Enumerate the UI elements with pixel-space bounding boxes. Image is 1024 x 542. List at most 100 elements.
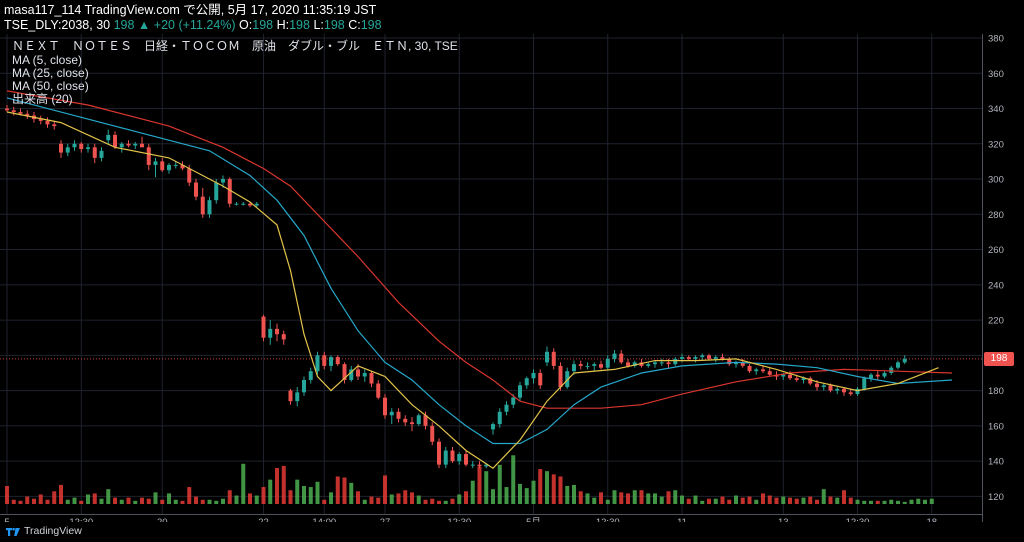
candle-body xyxy=(545,351,549,363)
candle-body xyxy=(869,374,873,379)
candle-body xyxy=(653,362,657,365)
volume-bar xyxy=(659,496,664,504)
candle-body xyxy=(335,357,340,365)
volume-bar xyxy=(599,492,603,504)
volume-bar xyxy=(686,498,691,504)
candle-body xyxy=(342,364,347,381)
candle-body xyxy=(599,364,603,368)
volume-bar xyxy=(288,490,293,504)
volume-bar xyxy=(194,496,198,504)
volume-bar xyxy=(25,496,30,504)
volume-bar xyxy=(896,500,900,504)
candle-body xyxy=(322,355,327,366)
volume-bar xyxy=(369,496,374,504)
close-label: C: xyxy=(348,18,361,32)
volume-bar xyxy=(538,469,543,504)
candle-body xyxy=(227,179,232,204)
candle-body xyxy=(740,362,745,366)
candle-body xyxy=(626,362,630,366)
candle-body xyxy=(572,364,576,372)
volume-bar xyxy=(410,492,414,504)
legend-ma5[interactable]: MA (5, close) xyxy=(12,53,83,67)
volume-bar xyxy=(828,496,833,504)
candle-body xyxy=(241,203,246,205)
volume-bar xyxy=(72,497,77,504)
legend-ma50[interactable]: MA (50, close) xyxy=(12,79,89,93)
candle-body xyxy=(430,425,435,442)
candle-body xyxy=(113,134,117,148)
volume-bar xyxy=(349,482,354,504)
volume-bar xyxy=(92,493,97,504)
candle-body xyxy=(288,390,293,402)
candle-body xyxy=(464,454,468,465)
volume-bar xyxy=(504,487,509,504)
candle-body xyxy=(86,147,90,150)
legend-ma25[interactable]: MA (25, close) xyxy=(12,66,89,80)
time-tick-label: 20 xyxy=(157,517,168,524)
candle-body xyxy=(882,372,887,377)
ma25-line xyxy=(6,97,953,445)
volume-bar xyxy=(227,490,232,504)
candle-body xyxy=(734,362,738,365)
candle-body xyxy=(511,397,516,405)
volume-bar xyxy=(700,500,705,504)
candle-body xyxy=(308,371,313,381)
time-tick-label: 13 xyxy=(778,517,789,524)
volume-bar xyxy=(632,490,637,504)
candle-body xyxy=(686,357,691,359)
price-tick-label: 260 xyxy=(988,245,1004,256)
candle-body xyxy=(491,424,495,430)
volume-bar xyxy=(470,480,475,504)
candle-body xyxy=(632,362,637,366)
volume-bar xyxy=(518,483,522,504)
volume-bar xyxy=(720,496,725,504)
volume-bar xyxy=(18,500,23,504)
candle-body xyxy=(835,388,840,391)
price-tick-label: 280 xyxy=(988,210,1004,221)
candle-body xyxy=(855,388,860,395)
chart-area[interactable]: 1201401601802002202402602803003203403603… xyxy=(0,34,1024,524)
time-tick-label: 18 xyxy=(926,517,937,524)
price-tick-label: 160 xyxy=(988,421,1004,432)
candle-body xyxy=(376,383,381,398)
candle-body xyxy=(781,374,786,377)
candle-body xyxy=(821,385,826,388)
candle-body xyxy=(538,372,543,386)
volume-bar xyxy=(173,499,178,504)
volume-bar xyxy=(450,498,455,504)
candle-body xyxy=(875,374,880,377)
volume-bar xyxy=(146,498,151,504)
volume-bar xyxy=(693,495,698,504)
candle-body xyxy=(126,143,131,146)
volume-bar xyxy=(356,491,360,504)
volume-bar xyxy=(153,492,158,504)
candle-body xyxy=(248,203,252,206)
candle-body xyxy=(592,364,597,366)
volume-bar xyxy=(268,479,273,504)
candle-body xyxy=(99,150,104,158)
candle-body xyxy=(842,388,846,393)
volume-bar xyxy=(281,465,286,504)
volume-bar xyxy=(119,499,124,504)
volume-bar xyxy=(302,486,306,504)
candle-body xyxy=(315,355,320,372)
legend-volume[interactable]: 出来高 (20) xyxy=(12,92,73,106)
candle-body xyxy=(497,411,502,425)
candle-body xyxy=(72,143,77,148)
low-value: 198 xyxy=(323,18,345,32)
volume-bar xyxy=(335,476,340,504)
volume-bar xyxy=(585,493,590,504)
time-tick-label: 12:30 xyxy=(596,517,620,524)
tradingview-logo[interactable]: TradingView xyxy=(6,525,82,537)
volume-bar xyxy=(761,493,765,504)
candle-body xyxy=(146,147,151,165)
price-chart[interactable]: 1201401601802002202402602803003203403603… xyxy=(0,34,1024,524)
candle-body xyxy=(700,355,705,358)
price-tick-label: 320 xyxy=(988,139,1004,150)
candle-body xyxy=(167,164,171,171)
volume-bar xyxy=(248,493,252,504)
candle-body xyxy=(119,143,124,148)
volume-bar xyxy=(909,499,914,504)
time-tick-label: 27 xyxy=(380,517,391,524)
volume-bar xyxy=(160,499,165,504)
